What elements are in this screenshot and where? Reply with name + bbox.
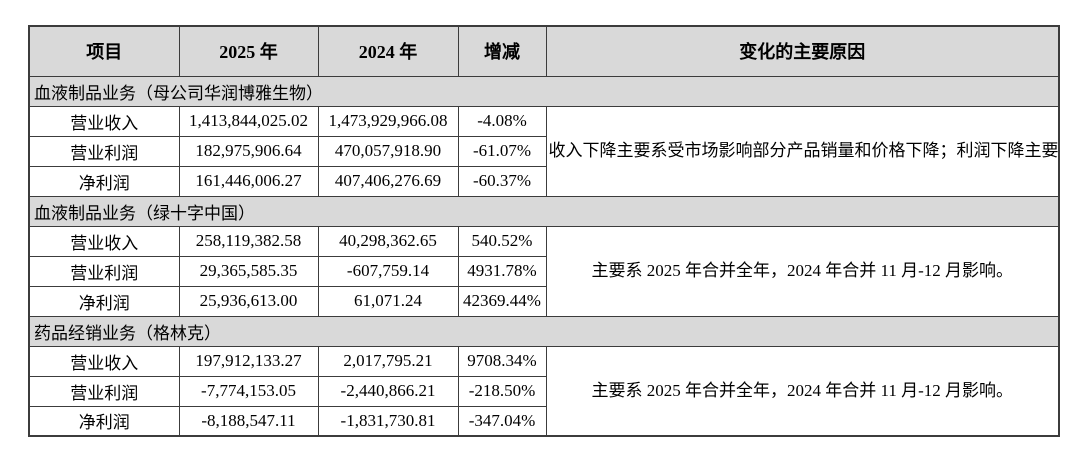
section-title: 血液制品业务（母公司华润博雅生物） <box>28 75 1060 107</box>
section-title-row: 血液制品业务（母公司华润博雅生物） <box>28 75 1060 107</box>
change-value: -347.04% <box>457 405 547 437</box>
table-row: 营业利润 182,975,906.64 470,057,918.90 -61.0… <box>28 135 1059 167</box>
value-2024: 40,298,362.65 <box>317 225 459 257</box>
value-2024: -607,759.14 <box>317 255 459 287</box>
row-label: 营业利润 <box>28 135 180 167</box>
value-2025: -8,188,547.11 <box>178 405 319 437</box>
value-2025: 258,119,382.58 <box>178 225 319 257</box>
table-row: 营业收入 1,413,844,025.02 1,473,929,966.08 -… <box>28 105 1060 197</box>
header-2024: 2024 年 <box>317 25 459 77</box>
value-2025: -7,774,153.05 <box>178 375 319 407</box>
table-row: 营业利润 29,365,585.35 -607,759.14 4931.78% <box>28 255 1059 287</box>
value-2025: 182,975,906.64 <box>178 135 319 167</box>
financial-segments-table: 项目 2025 年 2024 年 增减 变化的主要原因 血液制品业务（母公司华润… <box>28 25 1060 437</box>
header-reason: 变化的主要原因 <box>545 25 1060 77</box>
row-label: 营业收入 <box>28 345 180 377</box>
change-value: -61.07% <box>457 135 547 167</box>
value-2025: 197,912,133.27 <box>178 345 319 377</box>
table-row: 净利润 -8,188,547.11 -1,831,730.81 -347.04% <box>28 405 1059 437</box>
table-header-row: 项目 2025 年 2024 年 增减 变化的主要原因 <box>28 25 1060 77</box>
value-2024: 1,473,929,966.08 <box>317 105 459 137</box>
value-2024: 2,017,795.21 <box>317 345 459 377</box>
row-label: 营业利润 <box>28 255 180 287</box>
row-label: 净利润 <box>28 285 180 317</box>
table-row: 营业收入 197,912,133.27 2,017,795.21 9708.34… <box>28 345 1060 437</box>
change-value: 540.52% <box>457 225 547 257</box>
reason-text: 主要系 2025 年合并全年，2024 年合并 11 月-12 月影响。 <box>545 225 1060 317</box>
row-label: 营业收入 <box>28 225 180 257</box>
value-2025: 25,936,613.00 <box>178 285 319 317</box>
header-item: 项目 <box>28 25 180 77</box>
change-value: -4.08% <box>457 105 547 137</box>
table-row: 营业利润 -7,774,153.05 -2,440,866.21 -218.50… <box>28 375 1059 407</box>
value-2024: 470,057,918.90 <box>317 135 459 167</box>
change-value: -60.37% <box>457 165 547 197</box>
change-value: -218.50% <box>457 375 547 407</box>
section-title-row: 药品经销业务（格林克） <box>28 315 1060 347</box>
row-label: 净利润 <box>28 165 180 197</box>
header-2025: 2025 年 <box>178 25 319 77</box>
section-title: 药品经销业务（格林克） <box>28 315 1060 347</box>
value-2024: 407,406,276.69 <box>317 165 459 197</box>
table-row: 净利润 25,936,613.00 61,071.24 42369.44% <box>28 285 1059 317</box>
section-title: 血液制品业务（绿十字中国） <box>28 195 1060 227</box>
change-value: 4931.78% <box>457 255 547 287</box>
reason-text: 主要系 2025 年合并全年，2024 年合并 11 月-12 月影响。 <box>545 345 1060 437</box>
row-label: 营业利润 <box>28 375 180 407</box>
section-title-row: 血液制品业务（绿十字中国） <box>28 195 1060 227</box>
change-value: 42369.44% <box>457 285 547 317</box>
value-2025: 29,365,585.35 <box>178 255 319 287</box>
row-label: 净利润 <box>28 405 180 437</box>
value-2024: -2,440,866.21 <box>317 375 459 407</box>
reason-text: 收入下降主要系受市场影响部分产品销量和价格下降；利润下降主要系资产减值损失增加、… <box>545 105 1060 197</box>
value-2025: 1,413,844,025.02 <box>178 105 319 137</box>
header-change: 增减 <box>457 25 547 77</box>
value-2024: 61,071.24 <box>317 285 459 317</box>
table-row: 净利润 161,446,006.27 407,406,276.69 -60.37… <box>28 165 1059 197</box>
value-2024: -1,831,730.81 <box>317 405 459 437</box>
value-2025: 161,446,006.27 <box>178 165 319 197</box>
change-value: 9708.34% <box>457 345 547 377</box>
table-row: 营业收入 258,119,382.58 40,298,362.65 540.52… <box>28 225 1060 317</box>
row-label: 营业收入 <box>28 105 180 137</box>
